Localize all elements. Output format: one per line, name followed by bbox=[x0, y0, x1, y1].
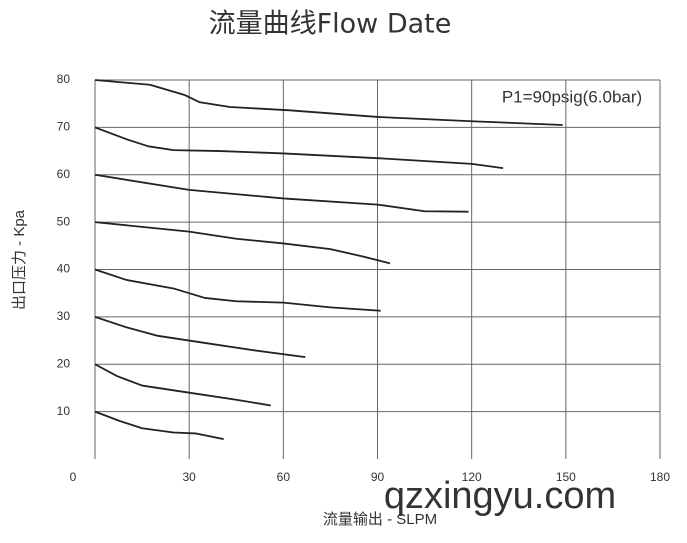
y-tick-label: 40 bbox=[57, 262, 71, 276]
y-tick-label: 20 bbox=[57, 356, 71, 370]
x-tick-label: 60 bbox=[277, 470, 291, 484]
chart-title: 流量曲线Flow Date bbox=[209, 9, 452, 40]
watermark: qzxingyu.com bbox=[384, 475, 616, 517]
annotation: P1=90psig(6.0bar) bbox=[502, 87, 642, 106]
flow-curve bbox=[94, 79, 563, 126]
x-axis-label: 流量输出 - SLPM bbox=[323, 511, 437, 528]
x-tick-label: 180 bbox=[650, 470, 670, 484]
y-tick-label: 80 bbox=[57, 72, 71, 86]
y-tick-label: 50 bbox=[57, 214, 71, 228]
x-tick-label: 150 bbox=[556, 470, 576, 484]
flow-curve bbox=[94, 363, 271, 407]
x-tick-label: 0 bbox=[70, 470, 77, 484]
x-tick-label: 30 bbox=[182, 470, 196, 484]
flow-curve bbox=[94, 173, 469, 213]
y-tick-label: 70 bbox=[57, 120, 71, 134]
x-tick-label: 90 bbox=[371, 470, 385, 484]
y-tick-label: 60 bbox=[57, 167, 71, 181]
flow-curve bbox=[94, 316, 306, 359]
flow-curve bbox=[94, 126, 504, 170]
x-tick-label: 120 bbox=[462, 470, 482, 484]
y-tick-label: 30 bbox=[57, 309, 71, 323]
flow-curve bbox=[94, 268, 381, 312]
flow-curve bbox=[94, 410, 224, 440]
y-axis-label: 出口压力 - Kpa bbox=[11, 209, 28, 310]
y-tick-label: 10 bbox=[57, 404, 71, 418]
flow-curve bbox=[94, 221, 391, 265]
